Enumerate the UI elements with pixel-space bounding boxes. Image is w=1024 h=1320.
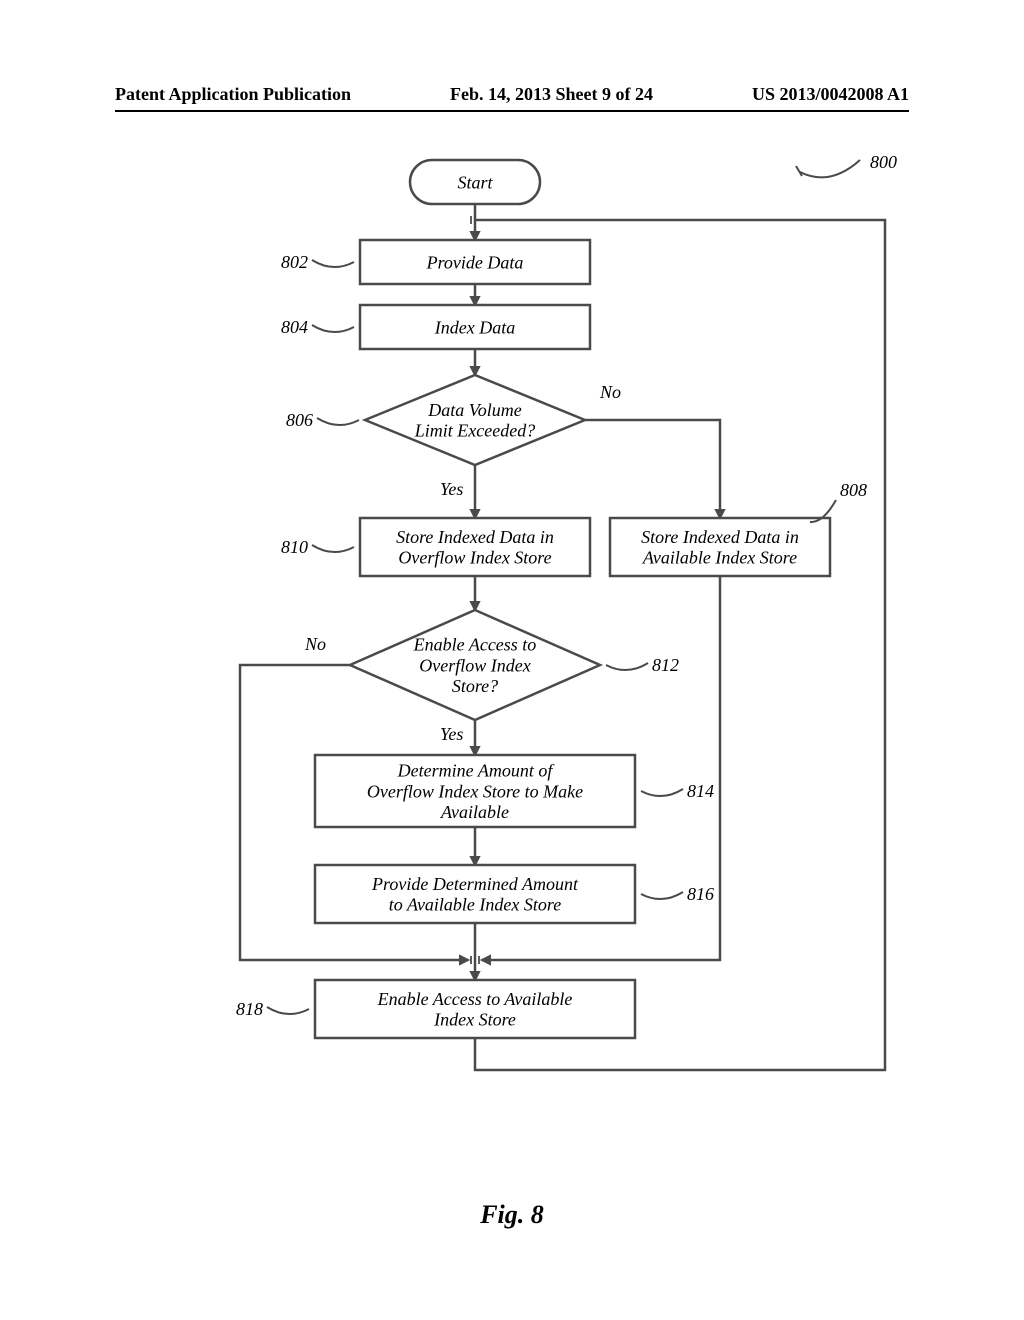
header-left: Patent Application Publication [115, 84, 351, 105]
header-right: US 2013/0042008 A1 [752, 84, 909, 105]
svg-text:Store Indexed Data in: Store Indexed Data in [641, 527, 799, 547]
svg-text:814: 814 [687, 781, 714, 801]
svg-text:Index Data: Index Data [434, 317, 515, 337]
svg-text:Overflow Index Store: Overflow Index Store [398, 548, 551, 568]
svg-text:Index Store: Index Store [433, 1010, 516, 1030]
svg-text:Yes: Yes [440, 724, 463, 744]
svg-text:Data Volume: Data Volume [427, 400, 522, 420]
svg-text:810: 810 [281, 537, 308, 557]
svg-text:Enable Access to: Enable Access to [413, 635, 537, 655]
svg-text:802: 802 [281, 252, 308, 272]
svg-text:Overflow Index: Overflow Index [419, 655, 530, 675]
svg-text:Yes: Yes [440, 479, 463, 499]
svg-text:812: 812 [652, 655, 679, 675]
header-center: Feb. 14, 2013 Sheet 9 of 24 [450, 84, 653, 105]
svg-text:Store Indexed Data in: Store Indexed Data in [396, 527, 554, 547]
svg-text:Provide Data: Provide Data [426, 252, 524, 272]
header-separator [115, 110, 909, 112]
svg-text:818: 818 [236, 999, 263, 1019]
page-header: Patent Application Publication Feb. 14, … [115, 84, 909, 105]
svg-text:806: 806 [286, 410, 313, 430]
svg-text:Available: Available [440, 802, 509, 822]
svg-text:Enable Access to Available: Enable Access to Available [377, 989, 573, 1009]
svg-text:No: No [304, 634, 326, 654]
svg-text:804: 804 [281, 317, 308, 337]
svg-text:to Available Index Store: to Available Index Store [389, 895, 561, 915]
svg-text:Available Index Store: Available Index Store [642, 548, 797, 568]
svg-text:Overflow Index Store to Make: Overflow Index Store to Make [367, 781, 583, 801]
svg-text:800: 800 [870, 152, 897, 172]
figure-caption: Fig. 8 [0, 1200, 1024, 1230]
svg-text:808: 808 [840, 480, 867, 500]
flowchart-diagram: Yes No Yes No Start Provide Data 802 Index Data… [100, 150, 920, 1170]
svg-text:Limit Exceeded?: Limit Exceeded? [414, 421, 535, 441]
svg-text:Store?: Store? [452, 676, 498, 696]
svg-text:816: 816 [687, 884, 714, 904]
svg-text:Determine Amount of: Determine Amount of [397, 761, 556, 781]
svg-text:Provide Determined Amount: Provide Determined Amount [371, 874, 579, 894]
page: Patent Application Publication Feb. 14, … [0, 0, 1024, 1320]
svg-text:Start: Start [457, 172, 493, 192]
svg-text:No: No [599, 382, 621, 402]
